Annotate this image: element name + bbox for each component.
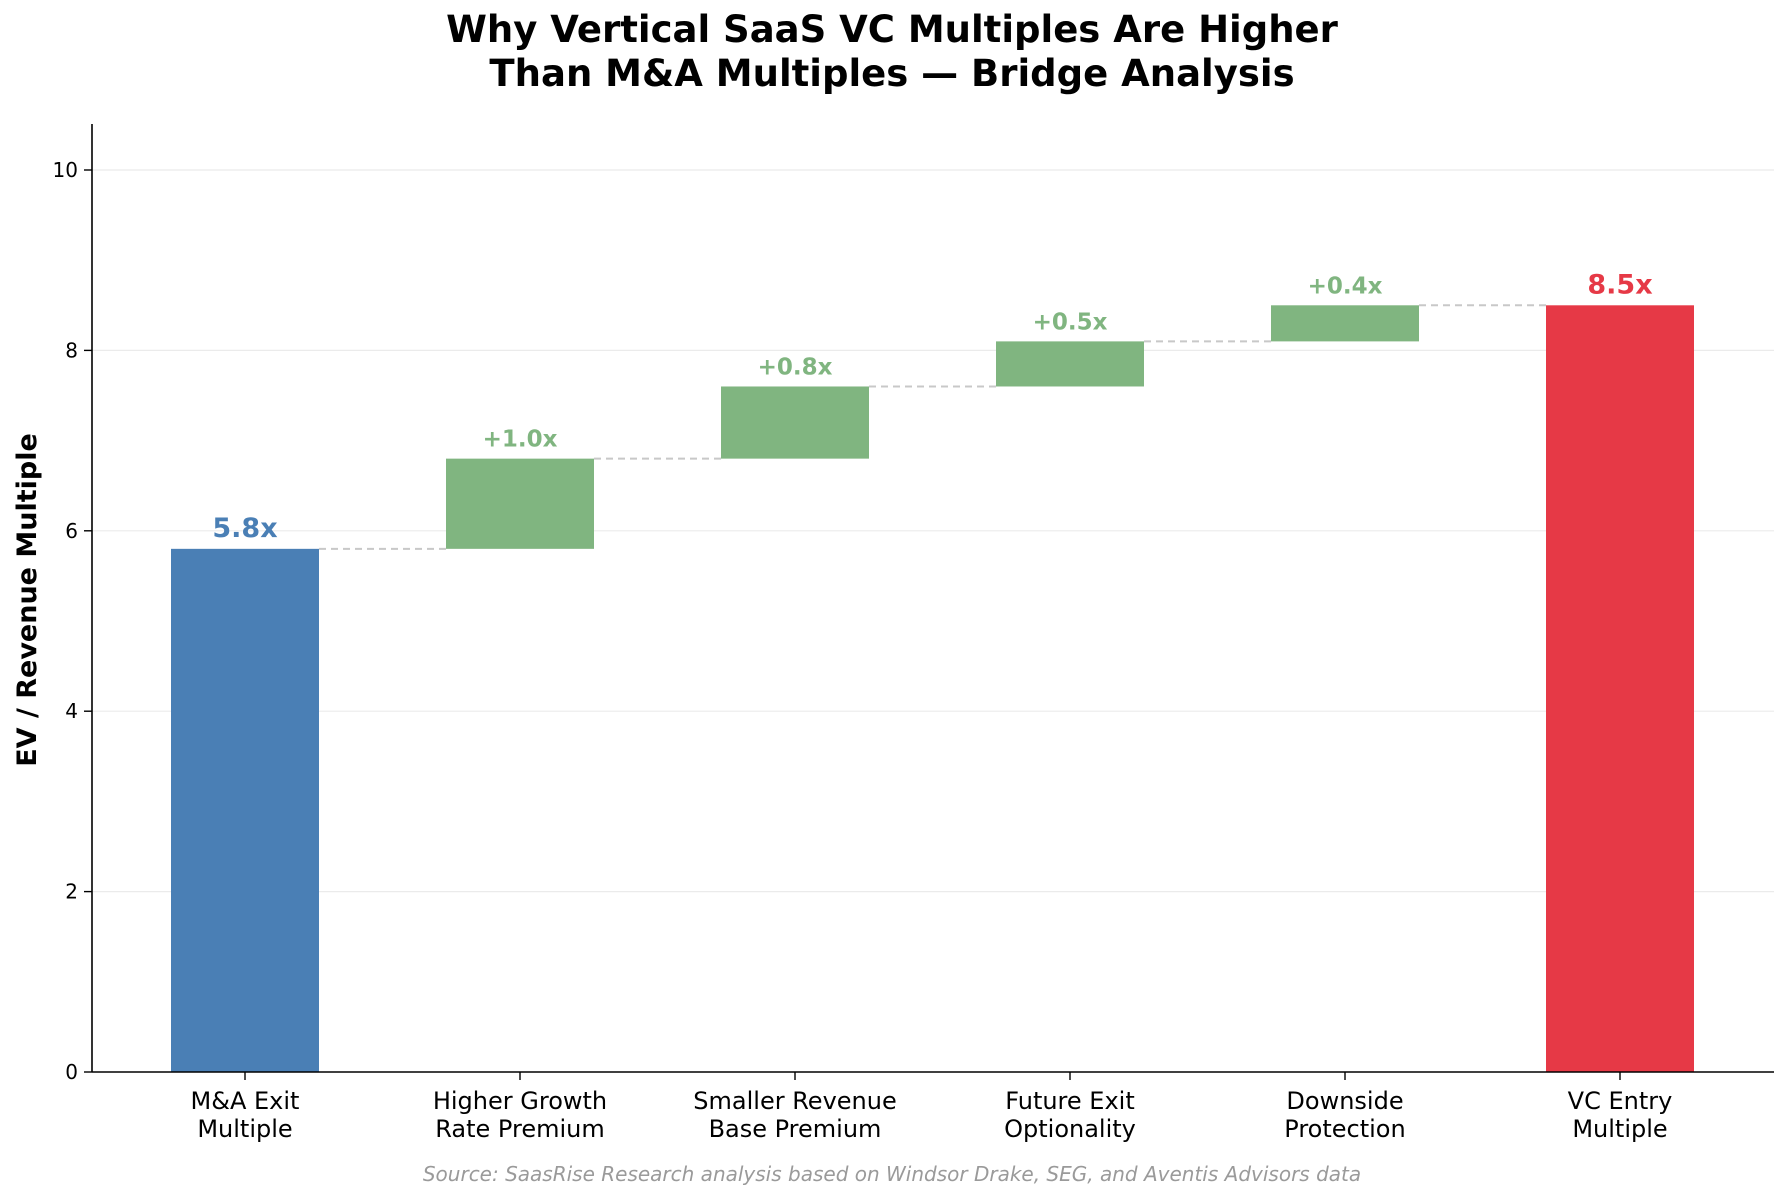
x-tick-label: Optionality	[1004, 1115, 1136, 1143]
y-axis-ticks: 0 2 4 6 8 10	[53, 158, 92, 1084]
increment-bar	[721, 386, 869, 459]
x-tick-label: Protection	[1284, 1115, 1405, 1143]
y-tick-label: 0	[65, 1060, 78, 1084]
y-tick-label: 10	[53, 158, 78, 182]
y-tick-label: 8	[65, 338, 78, 362]
bar-value-label: +1.0x	[483, 427, 558, 453]
y-axis-label: EV / Revenue Multiple	[12, 433, 43, 767]
bar-value-label: +0.4x	[1308, 273, 1383, 299]
total-bar	[1546, 305, 1694, 1072]
increment-bar	[996, 341, 1144, 387]
bar-value-label: +0.5x	[1033, 309, 1108, 335]
bar-value-labels: 5.8x +1.0x +0.8x +0.5x +0.4x 8.5x	[212, 269, 1652, 544]
x-tick-label: Base Premium	[709, 1115, 882, 1143]
chart-title-line-1: Why Vertical SaaS VC Multiples Are Highe…	[446, 8, 1339, 51]
bar-value-label: +0.8x	[758, 354, 833, 380]
y-tick-label: 2	[65, 880, 78, 904]
bar-value-label: 8.5x	[1587, 269, 1652, 300]
x-tick-label: Downside	[1286, 1087, 1403, 1115]
x-tick-label: Multiple	[197, 1115, 292, 1143]
gridlines	[92, 169, 1774, 893]
bar-value-label: 5.8x	[212, 513, 277, 544]
y-tick-label: 4	[65, 699, 78, 723]
increment-bar	[1271, 305, 1419, 342]
x-tick-label: Multiple	[1572, 1115, 1667, 1143]
x-tick-label: Future Exit	[1005, 1087, 1135, 1115]
bars	[171, 305, 1694, 1072]
x-tick-label: M&A Exit	[191, 1087, 300, 1115]
connector-lines	[319, 304, 1546, 550]
source-note: Source: SaasRise Research analysis based…	[423, 1162, 1361, 1186]
chart-title-line-2: Than M&A Multiples — Bridge Analysis	[489, 52, 1294, 95]
total-bar	[171, 548, 319, 1072]
y-tick-label: 6	[65, 519, 78, 543]
x-tick-label: Higher Growth	[433, 1087, 607, 1115]
increment-bar	[446, 458, 594, 549]
x-tick-label: VC Entry	[1568, 1087, 1673, 1115]
x-tick-label: Smaller Revenue	[693, 1087, 896, 1115]
x-tick-label: Rate Premium	[435, 1115, 604, 1143]
